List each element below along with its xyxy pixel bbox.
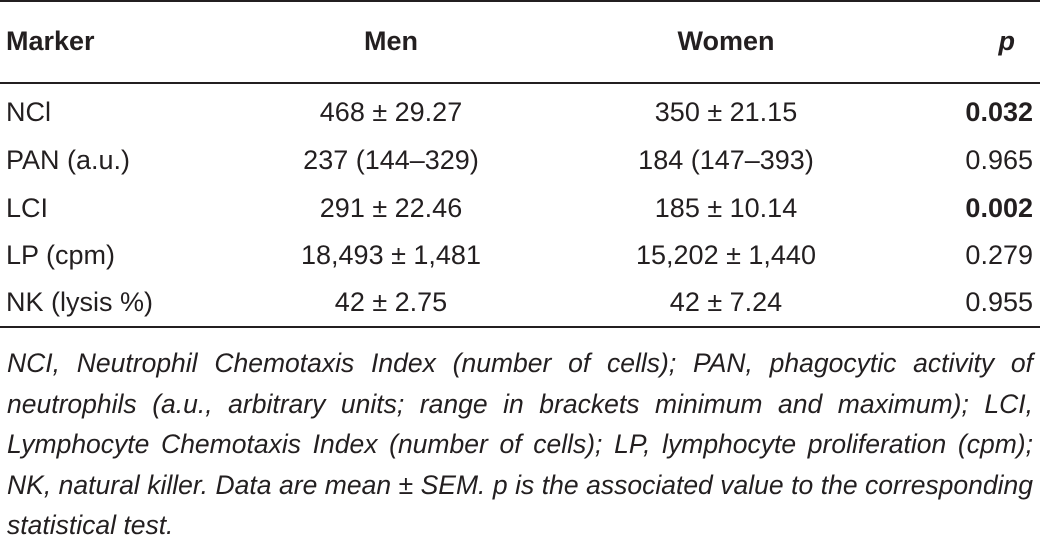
- table-row: LP (cpm) 18,493 ± 1,481 15,202 ± 1,440 0…: [0, 231, 1040, 279]
- cell-p: 0.965: [965, 145, 1033, 175]
- header-women: Women: [677, 26, 775, 56]
- cell-marker: NK (lysis %): [6, 287, 153, 317]
- cell-men: 291 ± 22.46: [319, 193, 463, 223]
- table-row: PAN (a.u.) 237 (144–329) 184 (147–393) 0…: [0, 136, 1040, 184]
- header-p: p: [998, 26, 1016, 56]
- table-header-rule: [0, 82, 1040, 84]
- cell-marker: NCl: [6, 97, 51, 127]
- cell-marker: PAN (a.u.): [6, 145, 131, 175]
- cell-p: 0.279: [965, 240, 1033, 270]
- cell-p: 0.955: [965, 287, 1033, 317]
- cell-men: 18,493 ± 1,481: [301, 240, 481, 270]
- cell-men: 468 ± 29.27: [319, 97, 463, 127]
- table-row: LCI 291 ± 22.46 185 ± 10.14 0.002: [0, 184, 1040, 232]
- cell-men: 42 ± 2.75: [334, 287, 448, 317]
- table-bottom-rule: [0, 326, 1040, 328]
- cell-marker: LCI: [6, 193, 49, 223]
- cell-p: 0.032: [965, 97, 1033, 127]
- table-row: NK (lysis %) 42 ± 2.75 42 ± 7.24 0.955: [0, 278, 1040, 326]
- cell-p: 0.002: [965, 193, 1033, 223]
- cell-women: 15,202 ± 1,440: [636, 240, 816, 270]
- cell-women: 350 ± 21.15: [654, 97, 798, 127]
- cell-marker: LP (cpm): [6, 240, 116, 270]
- table-footnote: NCI, Neutrophil Chemotaxis Index (number…: [7, 348, 1033, 540]
- table-top-rule: [0, 0, 1040, 2]
- cell-women: 184 (147–393): [638, 145, 814, 175]
- cell-women: 185 ± 10.14: [654, 193, 798, 223]
- header-marker: Marker: [6, 26, 95, 56]
- table-header-row: Marker Men Women p: [0, 17, 1040, 65]
- cell-women: 42 ± 7.24: [669, 287, 783, 317]
- cell-men: 237 (144–329): [303, 145, 479, 175]
- table-row: NCl 468 ± 29.27 350 ± 21.15 0.032: [0, 88, 1040, 136]
- header-men: Men: [364, 26, 418, 56]
